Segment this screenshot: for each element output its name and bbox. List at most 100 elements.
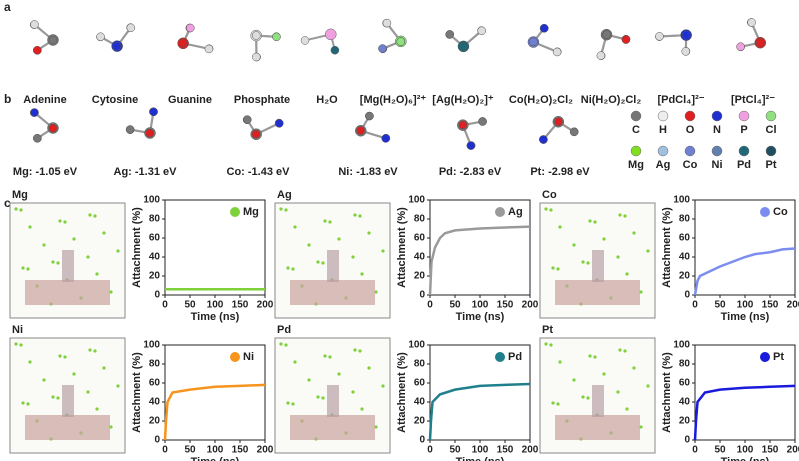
ion <box>19 208 23 212</box>
element-swatch <box>711 110 723 122</box>
y-tick-label: 20 <box>149 416 161 427</box>
x-tick-label: 0 <box>692 445 698 456</box>
ion <box>109 290 113 294</box>
ion <box>284 343 288 347</box>
data-line <box>693 384 796 441</box>
x-tick-label: 0 <box>692 300 698 311</box>
legend-swatch <box>495 207 505 217</box>
binding-energy: Mg: -1.05 eV <box>13 166 78 178</box>
y-axis-title: Attachment (%) <box>396 352 408 433</box>
atom <box>681 47 690 56</box>
x-tick-label: 100 <box>737 300 754 311</box>
y-tick-label: 0 <box>154 435 160 446</box>
ion <box>358 349 362 353</box>
ion <box>353 213 357 217</box>
ion <box>616 255 620 259</box>
x-tick-label: 100 <box>472 445 489 456</box>
ion <box>353 348 357 352</box>
ion <box>337 372 341 376</box>
ion <box>321 396 325 400</box>
atom <box>300 36 310 45</box>
ion <box>618 348 622 352</box>
element-label: Pt <box>766 159 777 171</box>
y-tick-label: 100 <box>143 340 160 351</box>
ion <box>581 395 585 399</box>
snapshot-title: Co <box>542 189 557 201</box>
ion <box>623 214 627 218</box>
atom <box>682 30 691 40</box>
ion <box>588 219 592 223</box>
dna <box>592 385 604 417</box>
ion <box>279 207 283 211</box>
y-tick-label: 80 <box>414 214 426 225</box>
y-tick-label: 20 <box>679 271 691 282</box>
element-swatch <box>738 110 750 122</box>
ion <box>593 355 597 359</box>
ion <box>572 243 576 247</box>
x-tick-label: 200 <box>787 445 799 456</box>
ion <box>21 401 25 405</box>
x-tick-label: 100 <box>207 300 224 311</box>
dna <box>25 415 110 440</box>
x-tick-label: 50 <box>184 445 196 456</box>
molecule-label: [Mg(H₂O)₆]²⁺ <box>360 94 427 106</box>
y-tick-label: 80 <box>149 214 161 225</box>
ion <box>551 401 555 405</box>
legend-label: Pt <box>773 351 784 363</box>
ion <box>328 355 332 359</box>
molecule-label: Co(H₂O)₂Cl₂ <box>509 94 573 106</box>
x-tick-label: 150 <box>762 445 779 456</box>
ion <box>367 231 371 235</box>
ion <box>625 407 629 411</box>
x-tick-label: 50 <box>184 300 196 311</box>
ion <box>14 342 18 346</box>
molecule-label: Phosphate <box>234 94 290 106</box>
x-tick-label: 0 <box>427 300 433 311</box>
ion <box>109 425 113 429</box>
x-tick-label: 150 <box>497 300 514 311</box>
dna <box>290 415 375 440</box>
ion <box>549 208 553 212</box>
dna <box>62 250 74 282</box>
atom <box>382 18 392 28</box>
snapshot-title: Ni <box>12 324 23 336</box>
ion <box>14 207 18 211</box>
element-label: Pd <box>737 159 751 171</box>
y-tick-label: 100 <box>143 195 160 206</box>
element-swatch <box>684 110 696 122</box>
x-tick-label: 100 <box>472 300 489 311</box>
y-tick-label: 100 <box>673 340 690 351</box>
ion <box>556 267 560 271</box>
ion <box>51 260 55 264</box>
dna <box>62 385 74 417</box>
ion <box>72 237 76 241</box>
element-label: Cl <box>766 124 777 136</box>
ion <box>323 354 327 358</box>
y-tick-label: 0 <box>684 435 690 446</box>
ion <box>593 220 597 224</box>
x-axis-title: Time (ns) <box>191 311 240 323</box>
atom <box>186 23 195 33</box>
ion <box>42 243 46 247</box>
molecule-label: [PtCl₄]²⁻ <box>731 94 775 106</box>
atom <box>602 30 611 39</box>
ion <box>328 220 332 224</box>
ion <box>58 354 62 358</box>
atom <box>243 115 252 124</box>
ion <box>293 225 297 229</box>
ion <box>544 207 548 211</box>
y-tick-label: 20 <box>149 271 161 282</box>
x-tick-label: 200 <box>522 300 539 311</box>
x-tick-label: 200 <box>257 445 274 456</box>
molecule-label: Ni(H₂O)₂Cl₂ <box>581 94 642 106</box>
atom <box>529 37 538 47</box>
ion <box>602 237 606 241</box>
binding-energy: Co: -1.43 eV <box>227 166 291 178</box>
ion <box>93 214 97 218</box>
y-axis-title: Attachment (%) <box>131 352 143 433</box>
ion <box>625 272 629 276</box>
atom <box>621 35 631 44</box>
y-tick-label: 60 <box>414 233 426 244</box>
atom <box>540 24 549 33</box>
ion <box>51 395 55 399</box>
